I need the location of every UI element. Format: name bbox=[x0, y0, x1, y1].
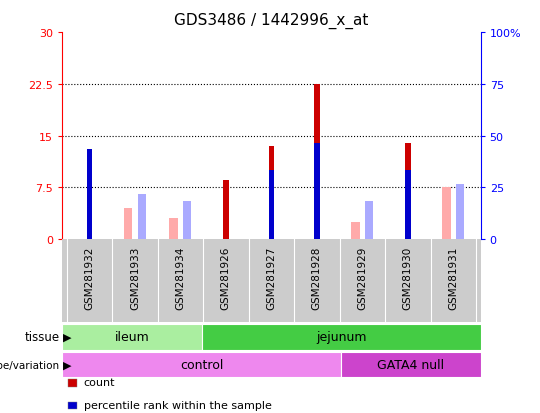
Bar bbox=[365, 202, 373, 240]
Text: jejunum: jejunum bbox=[316, 330, 366, 344]
Text: GSM281929: GSM281929 bbox=[357, 246, 367, 309]
Bar bbox=[124, 209, 132, 240]
Text: tissue: tissue bbox=[24, 330, 59, 344]
Bar bbox=[138, 195, 146, 240]
Text: GSM281933: GSM281933 bbox=[130, 246, 140, 309]
Bar bbox=[405, 171, 410, 240]
Text: GSM281930: GSM281930 bbox=[403, 246, 413, 309]
Text: GSM281932: GSM281932 bbox=[84, 246, 94, 309]
Bar bbox=[268, 171, 274, 240]
Bar bbox=[62, 352, 341, 377]
Bar bbox=[268, 147, 274, 240]
Text: GSM281928: GSM281928 bbox=[312, 246, 322, 309]
Title: GDS3486 / 1442996_x_at: GDS3486 / 1442996_x_at bbox=[174, 13, 368, 29]
Text: GATA4 null: GATA4 null bbox=[377, 358, 444, 371]
Bar bbox=[170, 219, 178, 240]
Text: genotype/variation: genotype/variation bbox=[0, 360, 59, 370]
Bar bbox=[341, 352, 481, 377]
Text: ▶: ▶ bbox=[63, 360, 72, 370]
Text: GSM281926: GSM281926 bbox=[221, 246, 231, 309]
Bar bbox=[62, 324, 201, 350]
Text: GSM281934: GSM281934 bbox=[176, 246, 185, 309]
Bar bbox=[183, 202, 191, 240]
Bar bbox=[86, 171, 92, 240]
Bar bbox=[314, 85, 320, 240]
Bar bbox=[86, 150, 92, 240]
Text: percentile rank within the sample: percentile rank within the sample bbox=[84, 400, 272, 410]
Bar bbox=[405, 143, 410, 240]
Bar bbox=[223, 181, 228, 240]
Bar bbox=[352, 222, 360, 240]
Bar bbox=[201, 324, 481, 350]
Text: GSM281927: GSM281927 bbox=[266, 246, 276, 309]
Text: ▶: ▶ bbox=[63, 332, 72, 342]
Text: control: control bbox=[180, 358, 223, 371]
Bar bbox=[456, 185, 464, 240]
Bar bbox=[442, 188, 450, 240]
Text: GSM281931: GSM281931 bbox=[448, 246, 458, 309]
Text: ileum: ileum bbox=[114, 330, 149, 344]
Bar bbox=[314, 143, 320, 240]
Text: count: count bbox=[84, 377, 115, 387]
